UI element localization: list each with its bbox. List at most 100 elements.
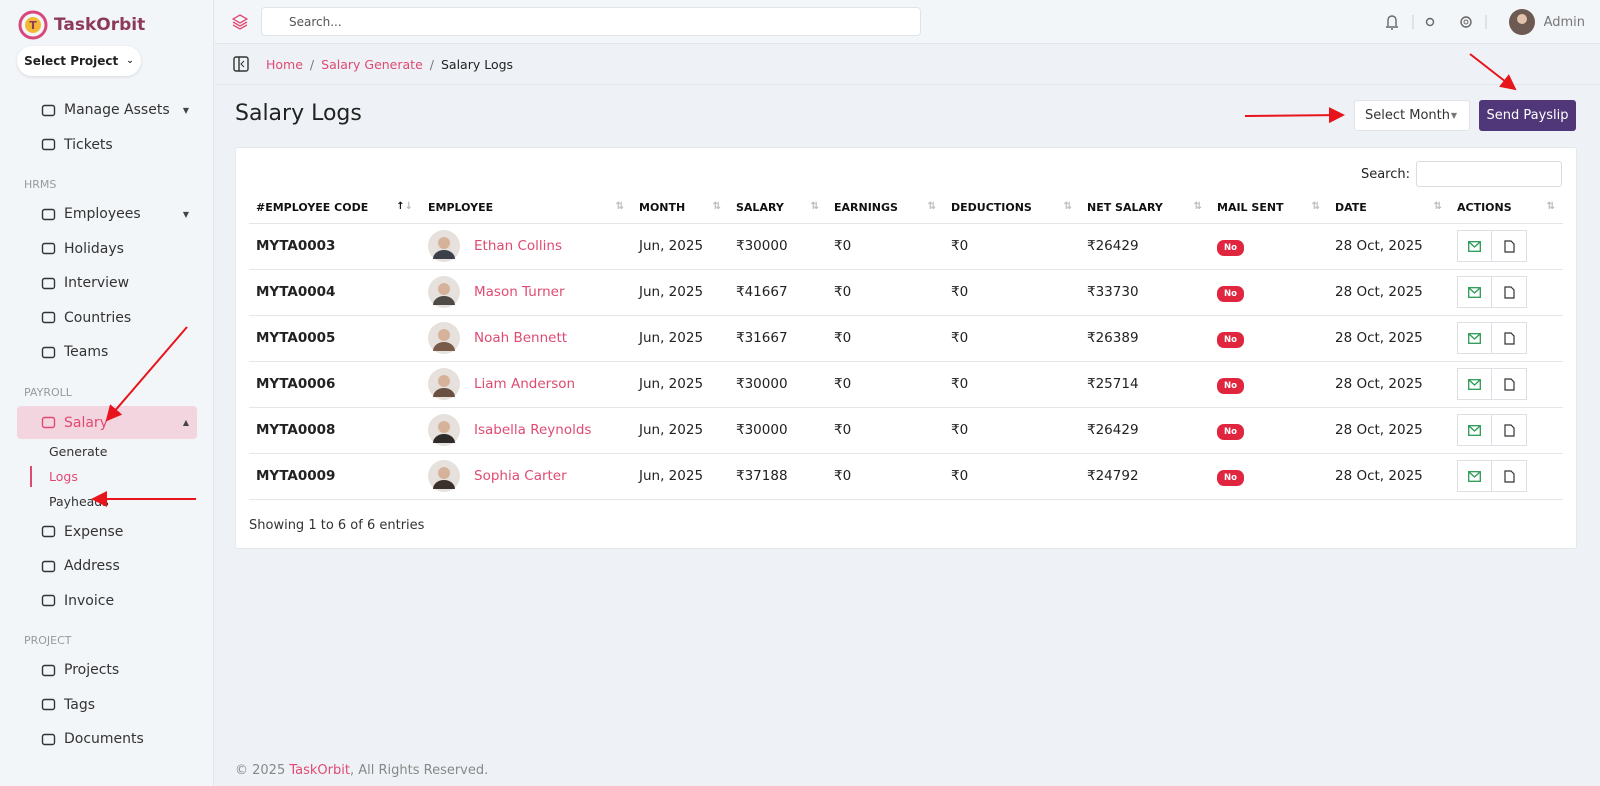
- mail-status-badge: No: [1217, 286, 1244, 302]
- nav-item[interactable]: Expense: [17, 514, 197, 549]
- column-header[interactable]: MAIL SENT ⇅: [1210, 193, 1328, 224]
- mail-action[interactable]: [1457, 276, 1492, 308]
- footer-link[interactable]: TaskOrbit: [289, 763, 350, 778]
- mail-status-badge: No: [1217, 470, 1244, 486]
- user-menu[interactable]: Admin: [1380, 9, 1585, 35]
- logo[interactable]: T TaskOrbit: [18, 10, 145, 40]
- actions: [1457, 230, 1556, 262]
- column-header[interactable]: DATE ⇅: [1328, 193, 1450, 224]
- actions-cell: [1450, 361, 1563, 408]
- mail-icon: [1468, 378, 1481, 390]
- nav-subitem[interactable]: Payheads: [49, 494, 109, 510]
- table-row: MYTA0009 Sophia Carter Jun, 2025 ₹37188 ₹0 ₹0…: [249, 453, 1563, 500]
- nav-icon: [41, 346, 56, 359]
- employee-avatar: [428, 276, 460, 308]
- column-header[interactable]: #EMPLOYEE CODE ↑↓: [249, 193, 421, 224]
- breadcrumb-link[interactable]: Salary Generate: [321, 56, 423, 72]
- mail-icon: [1468, 332, 1481, 344]
- table-cell: 28 Oct, 2025: [1328, 453, 1450, 500]
- employee-avatar: [428, 230, 460, 262]
- file-icon: [1503, 239, 1515, 253]
- table-cell: No: [1210, 269, 1328, 316]
- mail-status-badge: No: [1217, 240, 1244, 256]
- sort-icon: ⇅: [1546, 201, 1555, 213]
- employee: Isabella Reynolds: [428, 414, 625, 446]
- table-search-input[interactable]: [1416, 161, 1562, 187]
- cell-text: Jun, 2025: [639, 422, 704, 438]
- file-action[interactable]: [1492, 460, 1527, 492]
- nav-item[interactable]: Holidays: [17, 231, 197, 266]
- nav-item[interactable]: Projects: [17, 653, 197, 688]
- nav-section: PAYROLL: [24, 385, 72, 399]
- nav-label: Holidays: [64, 240, 124, 257]
- send-payslip-button[interactable]: Send Payslip: [1479, 100, 1576, 131]
- table-cell: ₹0: [944, 315, 1080, 362]
- sidebar-toggle[interactable]: [233, 56, 249, 72]
- column-header[interactable]: NET SALARY ⇅: [1080, 193, 1210, 224]
- column-header[interactable]: DEDUCTIONS ⇅: [944, 193, 1080, 224]
- layers-icon[interactable]: [232, 14, 248, 30]
- nav-item[interactable]: Interview: [17, 266, 197, 301]
- project-select[interactable]: Select Project ⌄: [17, 46, 141, 76]
- table-cell: Jun, 2025: [632, 361, 729, 408]
- column-title: MAIL SENT: [1217, 201, 1284, 215]
- employee-name[interactable]: Ethan Collins: [474, 238, 563, 254]
- file-action[interactable]: [1492, 368, 1527, 400]
- sort-icon: ⇅: [712, 201, 721, 213]
- nav-subitem[interactable]: Logs: [0, 464, 213, 489]
- employee: Ethan Collins: [428, 230, 625, 262]
- employee-name[interactable]: Sophia Carter: [474, 468, 567, 484]
- employee-name[interactable]: Noah Bennett: [474, 330, 568, 346]
- nav-item[interactable]: Tickets: [17, 128, 197, 163]
- cell-text: Jun, 2025: [639, 376, 704, 392]
- table-cell: Jun, 2025: [632, 269, 729, 316]
- column-header[interactable]: SALARY ⇅: [729, 193, 827, 224]
- mail-action[interactable]: [1457, 322, 1492, 354]
- mail-action[interactable]: [1457, 414, 1492, 446]
- column-header[interactable]: EMPLOYEE ⇅: [421, 193, 632, 224]
- column-header[interactable]: ACTIONS ⇅: [1450, 193, 1563, 224]
- nav-item[interactable]: Tags: [17, 687, 197, 722]
- nav-section: HRMS: [24, 177, 57, 191]
- nav-item[interactable]: Invoice: [17, 584, 197, 619]
- nav-icon: [41, 104, 56, 116]
- nav-item[interactable]: Documents: [17, 722, 197, 757]
- table-cell: 28 Oct, 2025: [1328, 223, 1450, 270]
- file-action[interactable]: [1492, 230, 1527, 262]
- column-header[interactable]: EARNINGS ⇅: [827, 193, 944, 224]
- file-action[interactable]: [1492, 322, 1527, 354]
- nav-icon: [41, 242, 56, 255]
- nav-item[interactable]: Address: [17, 549, 197, 584]
- cell-text: ₹26389: [1087, 330, 1139, 346]
- nav-item[interactable]: Manage Assets ▼: [17, 93, 197, 128]
- file-icon: [1503, 331, 1515, 345]
- mail-action[interactable]: [1457, 230, 1492, 262]
- mail-action[interactable]: [1457, 460, 1492, 492]
- column-title: EMPLOYEE: [428, 201, 494, 215]
- cell-text: MYTA0006: [256, 376, 336, 392]
- nav-item[interactable]: Teams: [17, 335, 197, 370]
- mail-status-badge: No: [1217, 424, 1244, 440]
- nav-subitem[interactable]: Generate: [49, 444, 108, 460]
- nav-item[interactable]: Employees ▼: [17, 197, 197, 232]
- table-cell: ₹30000: [729, 223, 827, 270]
- nav-item[interactable]: Countries: [17, 301, 197, 336]
- table-info: Showing 1 to 6 of 6 entries: [249, 518, 425, 533]
- month-select[interactable]: Select Month ▼: [1354, 100, 1470, 131]
- mail-action[interactable]: [1457, 368, 1492, 400]
- employee-name[interactable]: Mason Turner: [474, 284, 565, 300]
- file-action[interactable]: [1492, 414, 1527, 446]
- nav-item[interactable]: Salary ▲: [17, 406, 197, 440]
- search-box[interactable]: Search...: [261, 7, 921, 36]
- breadcrumb-current: Salary Logs: [440, 56, 514, 72]
- mail-icon: [1468, 286, 1481, 298]
- column-header[interactable]: MONTH ⇅: [632, 193, 729, 224]
- sort-icon: ⇅: [810, 201, 819, 213]
- nav-label: Salary: [64, 414, 108, 431]
- file-action[interactable]: [1492, 276, 1527, 308]
- employee-name[interactable]: Liam Anderson: [474, 376, 576, 392]
- employee-name[interactable]: Isabella Reynolds: [474, 422, 592, 438]
- nav-caret: ▼: [182, 105, 189, 115]
- file-icon: [1503, 469, 1515, 483]
- breadcrumb-link[interactable]: Home: [266, 56, 303, 72]
